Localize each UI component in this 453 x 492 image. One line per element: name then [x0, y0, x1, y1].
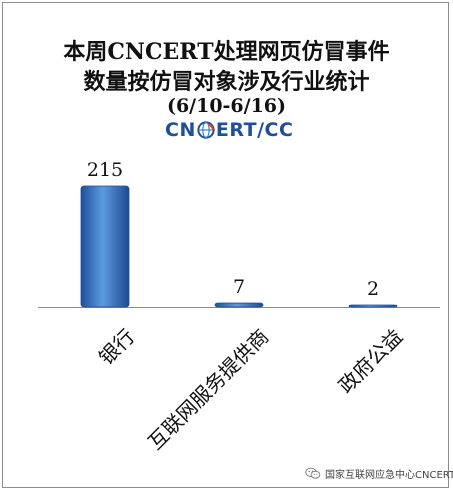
chart-title-line-1: 本周CNCERT处理网页仿冒事件 [63, 39, 390, 65]
bar-1 [214, 302, 264, 308]
category-label-0: 银行 [94, 324, 139, 369]
data-label-0: 215 [87, 159, 123, 181]
category-label-2: 政府公益 [334, 324, 408, 398]
bar-0 [80, 185, 130, 308]
wechat-watermark: 国家互联网应急中心CNCERT [305, 466, 453, 481]
cncert-logo: CN ERT/CC [165, 118, 293, 142]
globe-icon [197, 121, 215, 139]
logo-text-suffix: ERT/CC [215, 119, 294, 141]
chart-title-date-range: (6/10-6/16) [166, 95, 287, 117]
data-label-1: 7 [233, 276, 245, 298]
wechat-icon [305, 467, 321, 479]
category-label-1: 互联网服务提供商 [143, 324, 273, 454]
logo-text-prefix: CN [165, 119, 196, 141]
data-label-2: 2 [367, 278, 379, 300]
bar-2 [348, 304, 398, 308]
chart-title-line-2: 数量按仿冒对象涉及行业统计 [83, 69, 370, 95]
chart-frame [2, 2, 449, 488]
watermark-text: 国家互联网应急中心CNCERT [325, 470, 453, 481]
